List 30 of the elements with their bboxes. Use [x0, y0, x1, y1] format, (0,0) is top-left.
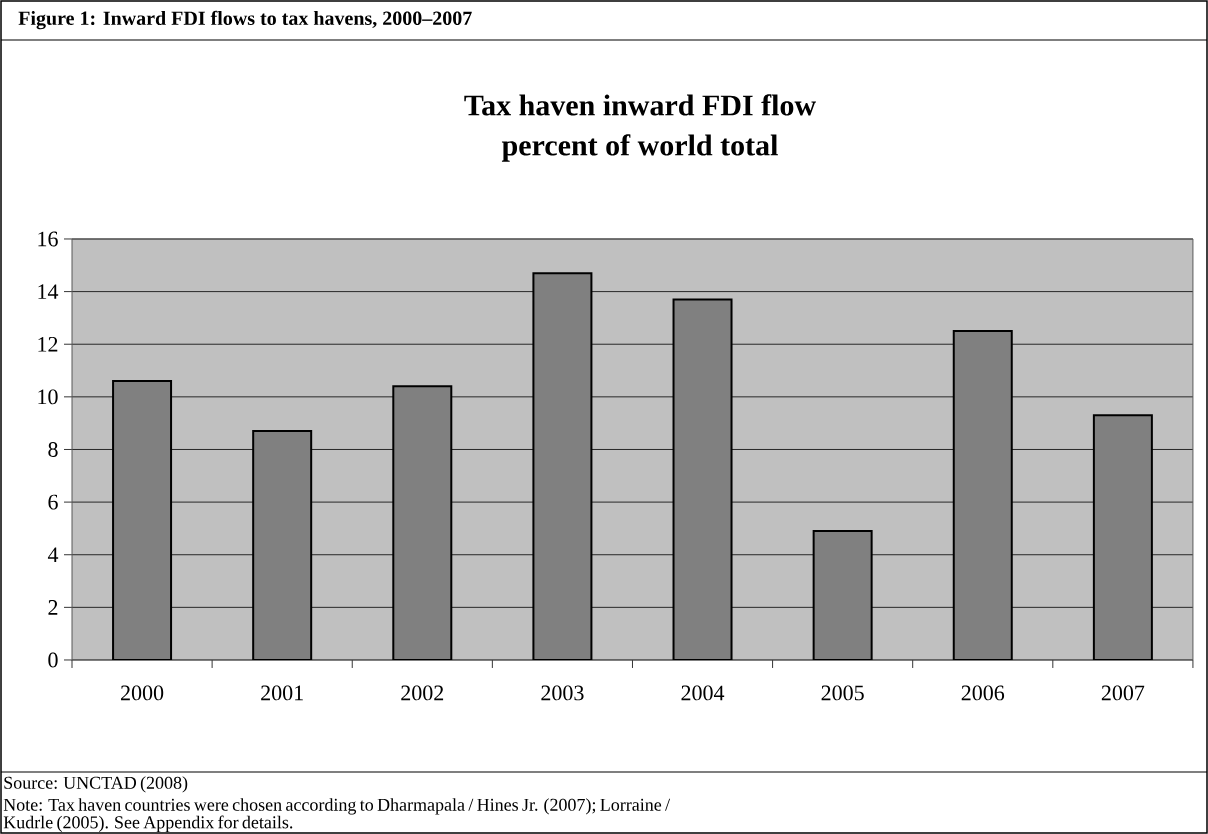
x-tick-label: 2002 — [401, 685, 444, 701]
bar — [392, 385, 453, 660]
x-tick-label: 2005 — [821, 685, 864, 701]
x-tick-label: 2003 — [541, 685, 584, 701]
bar — [952, 330, 1013, 660]
bar — [1092, 414, 1153, 660]
chart-subtitle: percent of world total — [501, 134, 778, 162]
y-tick-label: 8 — [48, 442, 58, 457]
y-tick-label: 4 — [47, 547, 59, 562]
y-tick-label: 2 — [48, 600, 58, 615]
y-tick-label: 10 — [38, 389, 58, 405]
y-tick-label: 0 — [48, 652, 58, 668]
y-tick-label: 12 — [38, 336, 58, 352]
bar — [672, 298, 733, 660]
bar — [252, 430, 313, 660]
y-tick-label: 6 — [48, 494, 58, 510]
bar — [532, 272, 593, 660]
x-tick-label: 2000 — [121, 685, 164, 701]
x-tick-label: 2001 — [261, 685, 303, 701]
x-tick-label: 2006 — [961, 685, 1005, 701]
x-tick-label: 2004 — [681, 685, 725, 701]
chart-title: Tax haven inward FDI flow — [464, 94, 816, 116]
y-tick-label: 14 — [38, 284, 59, 299]
x-tick-label: 2007 — [1101, 685, 1145, 701]
text: Figure 1: Inward FDI flows to tax havens, 2000–2007 — [18, 10, 472, 30]
source-note: Source: UNCTAD (2008) — [4, 776, 188, 793]
bar — [812, 530, 873, 660]
text: Note: Tax haven countries were chosen according to Dharmapala / Hines Jr. (2007); Lorraine / Kudrle (2005). See Appendix for details. — [3, 798, 671, 833]
bar — [112, 380, 173, 660]
y-tick-label: 16 — [38, 231, 58, 247]
